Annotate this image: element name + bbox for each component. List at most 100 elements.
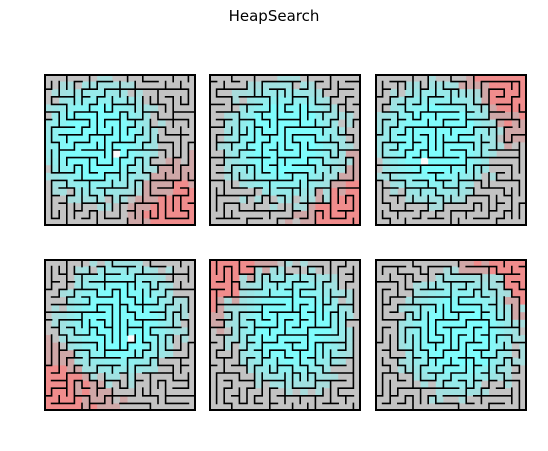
maze-cell xyxy=(216,281,225,290)
maze-cell xyxy=(254,112,263,120)
maze-cell xyxy=(59,157,68,166)
maze-cell xyxy=(338,342,347,351)
maze-cell xyxy=(82,342,90,351)
maze-cell xyxy=(142,350,151,359)
maze-cell xyxy=(496,188,505,196)
maze-cell xyxy=(74,281,83,290)
maze-cell xyxy=(216,289,225,298)
maze-cell xyxy=(330,259,339,267)
maze-cell xyxy=(473,403,482,411)
maze-cell xyxy=(466,365,475,374)
maze-cell xyxy=(375,281,383,290)
maze-cell xyxy=(519,342,527,351)
maze-cell xyxy=(300,81,309,90)
maze-cell xyxy=(443,119,452,128)
maze-cell xyxy=(420,195,429,204)
maze-cell xyxy=(451,210,459,219)
maze-cell xyxy=(397,112,406,120)
maze-cell xyxy=(188,304,196,313)
maze-cell xyxy=(180,180,189,189)
maze-cell xyxy=(74,119,83,128)
maze-cell xyxy=(120,119,128,128)
maze-cell xyxy=(330,395,339,404)
maze-cell xyxy=(397,150,406,158)
maze-cell xyxy=(135,104,144,113)
maze-cell xyxy=(481,289,490,298)
maze-cell xyxy=(504,142,513,151)
maze-cell xyxy=(338,203,347,212)
maze-cell xyxy=(307,74,316,82)
maze-cell xyxy=(428,195,437,204)
maze-cell xyxy=(397,327,406,336)
maze-cell xyxy=(315,150,324,158)
maze-cell xyxy=(247,395,255,404)
maze-cell xyxy=(66,172,75,181)
maze-cell xyxy=(397,297,406,305)
maze-cell xyxy=(142,74,151,82)
maze-cell xyxy=(247,312,255,321)
maze-cell xyxy=(269,142,278,151)
maze-cell xyxy=(300,127,309,136)
maze-cell xyxy=(112,112,121,120)
maze-cell xyxy=(443,96,452,105)
maze-cell xyxy=(307,380,316,389)
maze-cell xyxy=(120,150,128,158)
maze-cell xyxy=(323,119,331,128)
maze-cell xyxy=(353,403,361,411)
maze-cell xyxy=(307,312,316,321)
maze-cell xyxy=(104,150,113,158)
maze-cell xyxy=(338,195,347,204)
maze-cell xyxy=(443,319,452,328)
maze-cell xyxy=(173,380,182,389)
maze-cell xyxy=(458,89,467,98)
maze-cell xyxy=(390,180,399,189)
maze-cell xyxy=(216,203,225,212)
maze-cell xyxy=(224,365,233,374)
maze-cell xyxy=(519,380,527,389)
maze-cell xyxy=(443,157,452,166)
maze-cell xyxy=(82,266,90,275)
maze-cell xyxy=(382,195,391,204)
maze-cell xyxy=(158,104,166,113)
maze-cell xyxy=(89,188,98,196)
maze-cell xyxy=(239,365,248,374)
maze-cell xyxy=(504,395,513,404)
maze-cell xyxy=(150,380,159,389)
maze-cell xyxy=(158,395,166,404)
maze-cell xyxy=(247,388,255,397)
maze-cell xyxy=(428,380,437,389)
maze-cell xyxy=(435,365,444,374)
maze-cell xyxy=(44,274,52,283)
maze-cell xyxy=(292,380,301,389)
maze-cell xyxy=(390,319,399,328)
maze-cell xyxy=(44,96,52,105)
maze-cell xyxy=(353,119,361,128)
maze-cell xyxy=(112,335,121,343)
maze-cell xyxy=(44,297,52,305)
maze-cell xyxy=(173,259,182,267)
maze-cell xyxy=(262,281,271,290)
maze-cell xyxy=(300,210,309,219)
maze-cell xyxy=(390,142,399,151)
maze-cell xyxy=(231,365,240,374)
maze-cell xyxy=(390,266,399,275)
maze-cell xyxy=(330,172,339,181)
maze-cell xyxy=(375,150,383,158)
maze-cell xyxy=(481,403,490,411)
maze-cell xyxy=(277,81,286,90)
maze-cell xyxy=(104,134,113,143)
maze-cell xyxy=(150,388,159,397)
maze-cell xyxy=(158,74,166,82)
maze-cell xyxy=(104,81,113,90)
maze-cell xyxy=(180,403,189,411)
maze-cell xyxy=(104,380,113,389)
maze-cell xyxy=(489,388,497,397)
maze-cell xyxy=(173,373,182,381)
maze-cell xyxy=(231,327,240,336)
maze-cell xyxy=(496,327,505,336)
maze-cell xyxy=(397,195,406,204)
maze-cell xyxy=(435,342,444,351)
maze-cell xyxy=(173,142,182,151)
maze-cell xyxy=(338,312,347,321)
maze-cell xyxy=(224,203,233,212)
